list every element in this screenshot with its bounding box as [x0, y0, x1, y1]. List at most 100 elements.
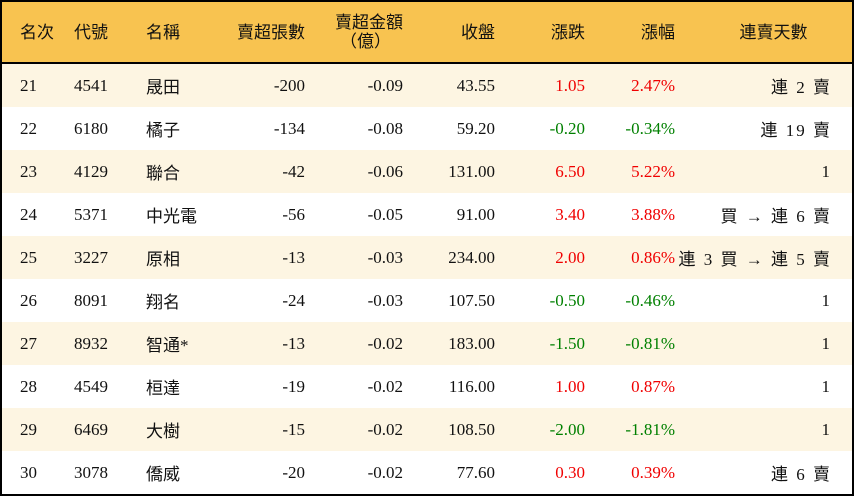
sell-amount-cell: -0.02	[367, 462, 403, 482]
name-cell: 桓達	[146, 379, 180, 398]
name-cell: 智通*	[146, 336, 189, 355]
sell-amount-cell: -0.02	[367, 333, 403, 353]
code-cell: 3227	[74, 247, 108, 267]
header-name[interactable]: 名稱	[146, 22, 180, 42]
change-cell: -0.20	[549, 118, 585, 138]
change-pct-cell: 5.22%	[631, 161, 675, 181]
rank-cell: 28	[20, 376, 37, 396]
close-cell: 108.50	[448, 419, 495, 439]
close-cell: 234.00	[448, 247, 495, 267]
rank-cell: 23	[20, 161, 37, 181]
code-cell: 8091	[74, 290, 108, 310]
name-cell: 僑威	[146, 465, 180, 484]
table-row[interactable]: 22 6180 橘子 -134 -0.08 59.20 -0.20 -0.34% 連 19 賣	[2, 107, 852, 150]
change-pct-cell: -0.34%	[625, 118, 675, 138]
sell-lots-cell: -13	[282, 247, 305, 267]
table-row[interactable]: 27 8932 智通* -13 -0.02 183.00 -1.50 -0.81% 1	[2, 322, 852, 365]
sell-amount-cell: -0.09	[367, 75, 403, 95]
table-row[interactable]: 23 4129 聯合 -42 -0.06 131.00 6.50 5.22% 1	[2, 150, 852, 193]
change-cell: 2.00	[555, 247, 585, 267]
header-code[interactable]: 代號	[74, 22, 108, 42]
sell-amount-cell: -0.05	[367, 204, 403, 224]
rank-cell: 22	[20, 118, 37, 138]
streak-cell: 1	[821, 161, 832, 181]
code-cell: 4541	[74, 75, 108, 95]
change-pct-cell: 0.39%	[631, 462, 675, 482]
table-row[interactable]: 25 3227 原相 -13 -0.03 234.00 2.00 0.86% 連 3 買 → 連…	[2, 236, 852, 279]
sell-lots-cell: -13	[282, 333, 305, 353]
close-cell: 59.20	[456, 118, 495, 138]
rank-cell: 30	[20, 462, 37, 482]
sell-amount-cell: -0.08	[367, 118, 403, 138]
name-cell: 原相	[146, 250, 180, 269]
streak-cell: 1	[821, 376, 832, 396]
change-pct-cell: 2.47%	[631, 75, 675, 95]
code-cell: 8932	[74, 333, 108, 353]
header-sell-lots[interactable]: 賣超張數	[237, 22, 305, 42]
sell-lots-cell: -24	[282, 290, 305, 310]
table-row[interactable]: 29 6469 大樹 -15 -0.02 108.50 -2.00 -1.81% 1	[2, 408, 852, 451]
header-change-pct[interactable]: 漲幅	[641, 22, 675, 42]
sell-amount-cell: -0.02	[367, 419, 403, 439]
header-change[interactable]: 漲跌	[551, 22, 585, 42]
header-rank[interactable]: 名次	[20, 22, 54, 42]
rank-cell: 26	[20, 290, 37, 310]
streak-cell: 1	[821, 290, 832, 310]
change-pct-cell: 0.86%	[631, 247, 675, 267]
streak-cell: 買 → 連 6 賣	[720, 207, 832, 226]
header-streak[interactable]: 連賣天數	[739, 22, 808, 42]
code-cell: 6180	[74, 118, 108, 138]
rank-cell: 25	[20, 247, 37, 267]
sell-amount-cell: -0.06	[367, 161, 403, 181]
sell-lots-cell: -42	[282, 161, 305, 181]
table-row[interactable]: 30 3078 僑威 -20 -0.02 77.60 0.30 0.39% 連 6 賣	[2, 451, 852, 494]
streak-cell: 1	[821, 333, 832, 353]
name-cell: 橘子	[146, 121, 180, 140]
sell-amount-cell: -0.03	[367, 247, 403, 267]
sell-lots-cell: -20	[282, 462, 305, 482]
close-cell: 131.00	[448, 161, 495, 181]
close-cell: 43.55	[456, 75, 495, 95]
change-pct-cell: 0.87%	[631, 376, 675, 396]
change-cell: 6.50	[555, 161, 585, 181]
table-row[interactable]: 21 4541 晟田 -200 -0.09 43.55 1.05 2.47% 連 2 賣	[2, 64, 852, 107]
change-cell: -0.50	[549, 290, 585, 310]
rank-cell: 27	[20, 333, 37, 353]
table-row[interactable]: 28 4549 桓達 -19 -0.02 116.00 1.00 0.87% 1	[2, 365, 852, 408]
streak-cell: 連 6 賣	[771, 465, 832, 484]
sell-lots-cell: -56	[282, 204, 305, 224]
sell-amount-cell: -0.03	[367, 290, 403, 310]
sell-lots-cell: -200	[273, 75, 305, 95]
change-cell: -2.00	[549, 419, 585, 439]
change-cell: -1.50	[549, 333, 585, 353]
header-sell-amount[interactable]: 賣超金額 （億）	[305, 2, 403, 62]
table-row[interactable]: 24 5371 中光電 -56 -0.05 91.00 3.40 3.88% 買 → 連 6 賣	[2, 193, 852, 236]
name-cell: 大樹	[146, 422, 180, 441]
code-cell: 4549	[74, 376, 108, 396]
name-cell: 翔名	[146, 293, 180, 312]
header-close[interactable]: 收盤	[461, 22, 495, 42]
rank-cell: 24	[20, 204, 37, 224]
table-body: 21 4541 晟田 -200 -0.09 43.55 1.05 2.47% 連 2 賣 22 61…	[2, 64, 852, 494]
sell-lots-cell: -15	[282, 419, 305, 439]
change-pct-cell: -1.81%	[625, 419, 675, 439]
table-row[interactable]: 26 8091 翔名 -24 -0.03 107.50 -0.50 -0.46% 1	[2, 279, 852, 322]
header-sell-amount-unit: （億）	[340, 32, 391, 51]
rank-cell: 29	[20, 419, 37, 439]
close-cell: 107.50	[448, 290, 495, 310]
change-pct-cell: 3.88%	[631, 204, 675, 224]
close-cell: 91.00	[456, 204, 495, 224]
change-cell: 3.40	[555, 204, 585, 224]
change-pct-cell: -0.46%	[625, 290, 675, 310]
change-cell: 1.05	[555, 75, 585, 95]
change-cell: 1.00	[555, 376, 585, 396]
sell-lots-cell: -134	[273, 118, 305, 138]
change-cell: 0.30	[555, 462, 585, 482]
rank-cell: 21	[20, 75, 37, 95]
code-cell: 5371	[74, 204, 108, 224]
streak-cell: 連 3 買 → 連 5 賣	[678, 250, 832, 269]
sell-amount-cell: -0.02	[367, 376, 403, 396]
table-header: 名次 代號 名稱 賣超張數 賣超金額 （億） 收盤 漲跌 漲幅 連賣天數	[2, 2, 852, 64]
name-cell: 中光電	[146, 207, 197, 226]
